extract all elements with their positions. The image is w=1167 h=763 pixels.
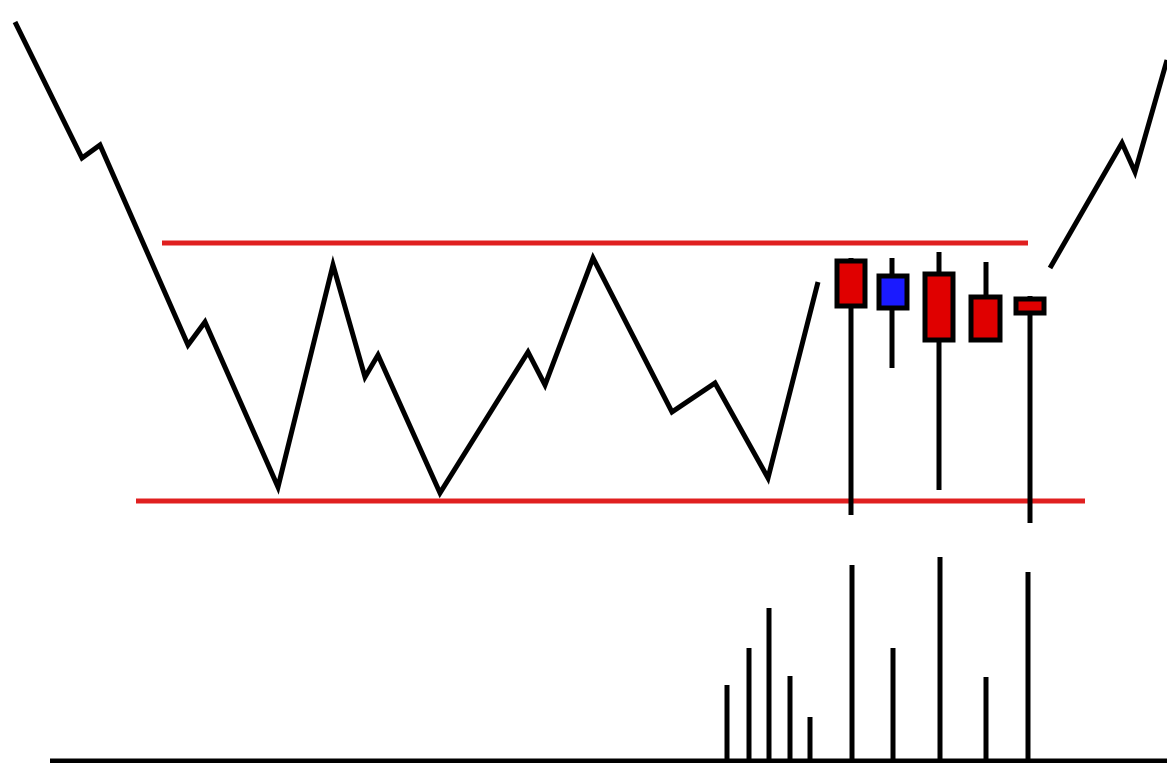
candle-body <box>968 294 1003 343</box>
candles <box>834 252 1047 523</box>
candle-body <box>1013 296 1047 316</box>
price-path-right <box>1047 59 1167 270</box>
volume-bars <box>724 557 1031 761</box>
candle-body <box>922 271 956 343</box>
price-path-left <box>12 20 821 499</box>
candle-body <box>876 273 910 311</box>
candle-body <box>834 258 868 309</box>
